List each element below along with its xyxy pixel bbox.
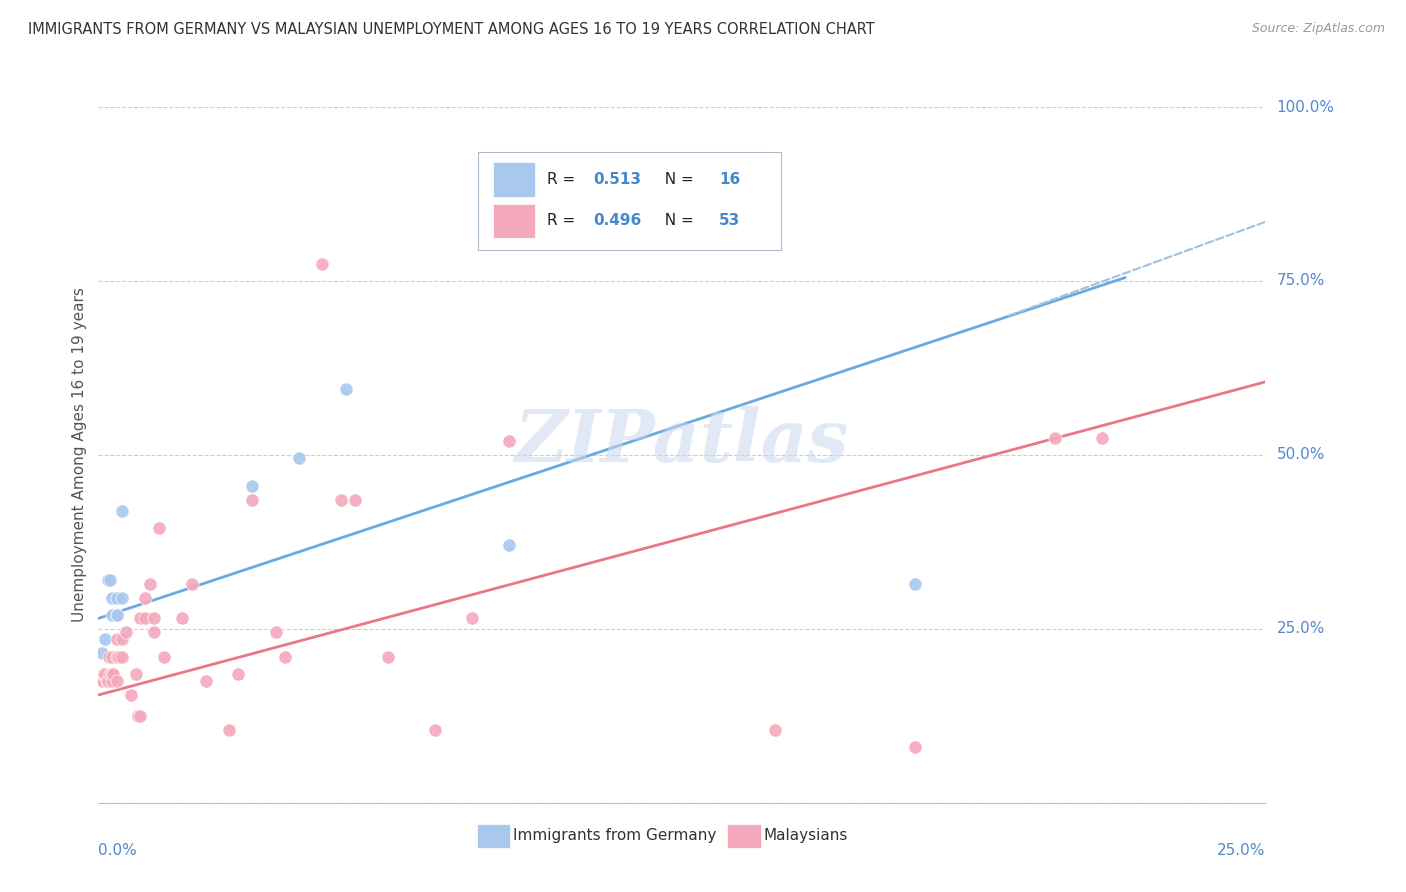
Point <box>101 607 124 622</box>
Point <box>904 576 927 591</box>
Point <box>97 674 120 689</box>
Text: 50.0%: 50.0% <box>1277 448 1324 462</box>
Point <box>93 667 115 681</box>
Text: R =: R = <box>547 213 579 228</box>
Point <box>335 382 357 396</box>
Point <box>105 649 128 664</box>
Point <box>120 688 142 702</box>
Text: 75.0%: 75.0% <box>1277 274 1324 288</box>
Point <box>172 611 194 625</box>
Point <box>111 591 134 605</box>
Point <box>461 611 484 625</box>
Point <box>129 611 152 625</box>
Point <box>98 573 121 587</box>
FancyBboxPatch shape <box>478 153 782 250</box>
Point <box>242 493 264 508</box>
Text: IMMIGRANTS FROM GERMANY VS MALAYSIAN UNEMPLOYMENT AMONG AGES 16 TO 19 YEARS CORR: IMMIGRANTS FROM GERMANY VS MALAYSIAN UNE… <box>28 22 875 37</box>
Point <box>127 708 149 723</box>
Point <box>134 611 156 625</box>
Point <box>108 649 131 664</box>
Point <box>101 591 124 605</box>
Point <box>498 434 520 448</box>
Point <box>101 674 124 689</box>
Point <box>98 667 121 681</box>
Point <box>904 740 927 755</box>
Point <box>129 708 152 723</box>
Point <box>105 649 128 664</box>
Point <box>101 667 124 681</box>
Point <box>97 649 120 664</box>
Point <box>264 625 287 640</box>
Point <box>115 625 138 640</box>
Text: 100.0%: 100.0% <box>1277 100 1334 114</box>
Point <box>274 649 297 664</box>
Text: 25.0%: 25.0% <box>1277 622 1324 636</box>
Point <box>125 667 148 681</box>
Point <box>1045 431 1067 445</box>
Text: R =: R = <box>547 171 579 186</box>
Text: 0.0%: 0.0% <box>98 843 138 858</box>
Text: ZIPatlas: ZIPatlas <box>515 406 849 476</box>
Text: 16: 16 <box>720 171 741 186</box>
Point <box>103 667 125 681</box>
Text: 25.0%: 25.0% <box>1218 843 1265 858</box>
Text: Source: ZipAtlas.com: Source: ZipAtlas.com <box>1251 22 1385 36</box>
Point <box>111 649 134 664</box>
Point <box>105 607 128 622</box>
Point <box>105 674 128 689</box>
Point <box>94 632 117 647</box>
Point <box>97 573 120 587</box>
Point <box>91 674 114 689</box>
Point <box>91 667 114 681</box>
Text: 0.496: 0.496 <box>593 213 641 228</box>
Point <box>1091 431 1114 445</box>
Point <box>148 521 170 535</box>
Point <box>311 256 333 270</box>
FancyBboxPatch shape <box>494 162 534 196</box>
Point <box>101 649 124 664</box>
Point <box>111 632 134 647</box>
Point <box>228 667 250 681</box>
Point <box>330 493 353 508</box>
Point <box>152 649 174 664</box>
Point <box>498 538 520 552</box>
Point <box>143 625 166 640</box>
Point <box>105 632 128 647</box>
Point <box>134 591 156 605</box>
Point <box>180 576 202 591</box>
Y-axis label: Unemployment Among Ages 16 to 19 years: Unemployment Among Ages 16 to 19 years <box>72 287 87 623</box>
Point <box>96 674 118 689</box>
Point <box>105 607 128 622</box>
Point <box>90 674 112 689</box>
Text: Malaysians: Malaysians <box>763 829 848 843</box>
Point <box>91 674 114 689</box>
Point <box>105 591 128 605</box>
Point <box>242 479 264 493</box>
Point <box>111 503 134 517</box>
Text: Immigrants from Germany: Immigrants from Germany <box>513 829 717 843</box>
Point <box>139 576 162 591</box>
Point <box>143 611 166 625</box>
Point <box>377 649 399 664</box>
Point <box>91 646 114 660</box>
Point <box>94 667 117 681</box>
FancyBboxPatch shape <box>494 204 534 238</box>
Point <box>194 674 217 689</box>
Text: 0.513: 0.513 <box>593 171 641 186</box>
Point <box>218 723 240 737</box>
Point <box>763 723 786 737</box>
Text: N =: N = <box>655 213 699 228</box>
Point <box>423 723 446 737</box>
Point <box>344 493 367 508</box>
Text: 53: 53 <box>720 213 741 228</box>
Point <box>288 451 311 466</box>
Text: N =: N = <box>655 171 699 186</box>
